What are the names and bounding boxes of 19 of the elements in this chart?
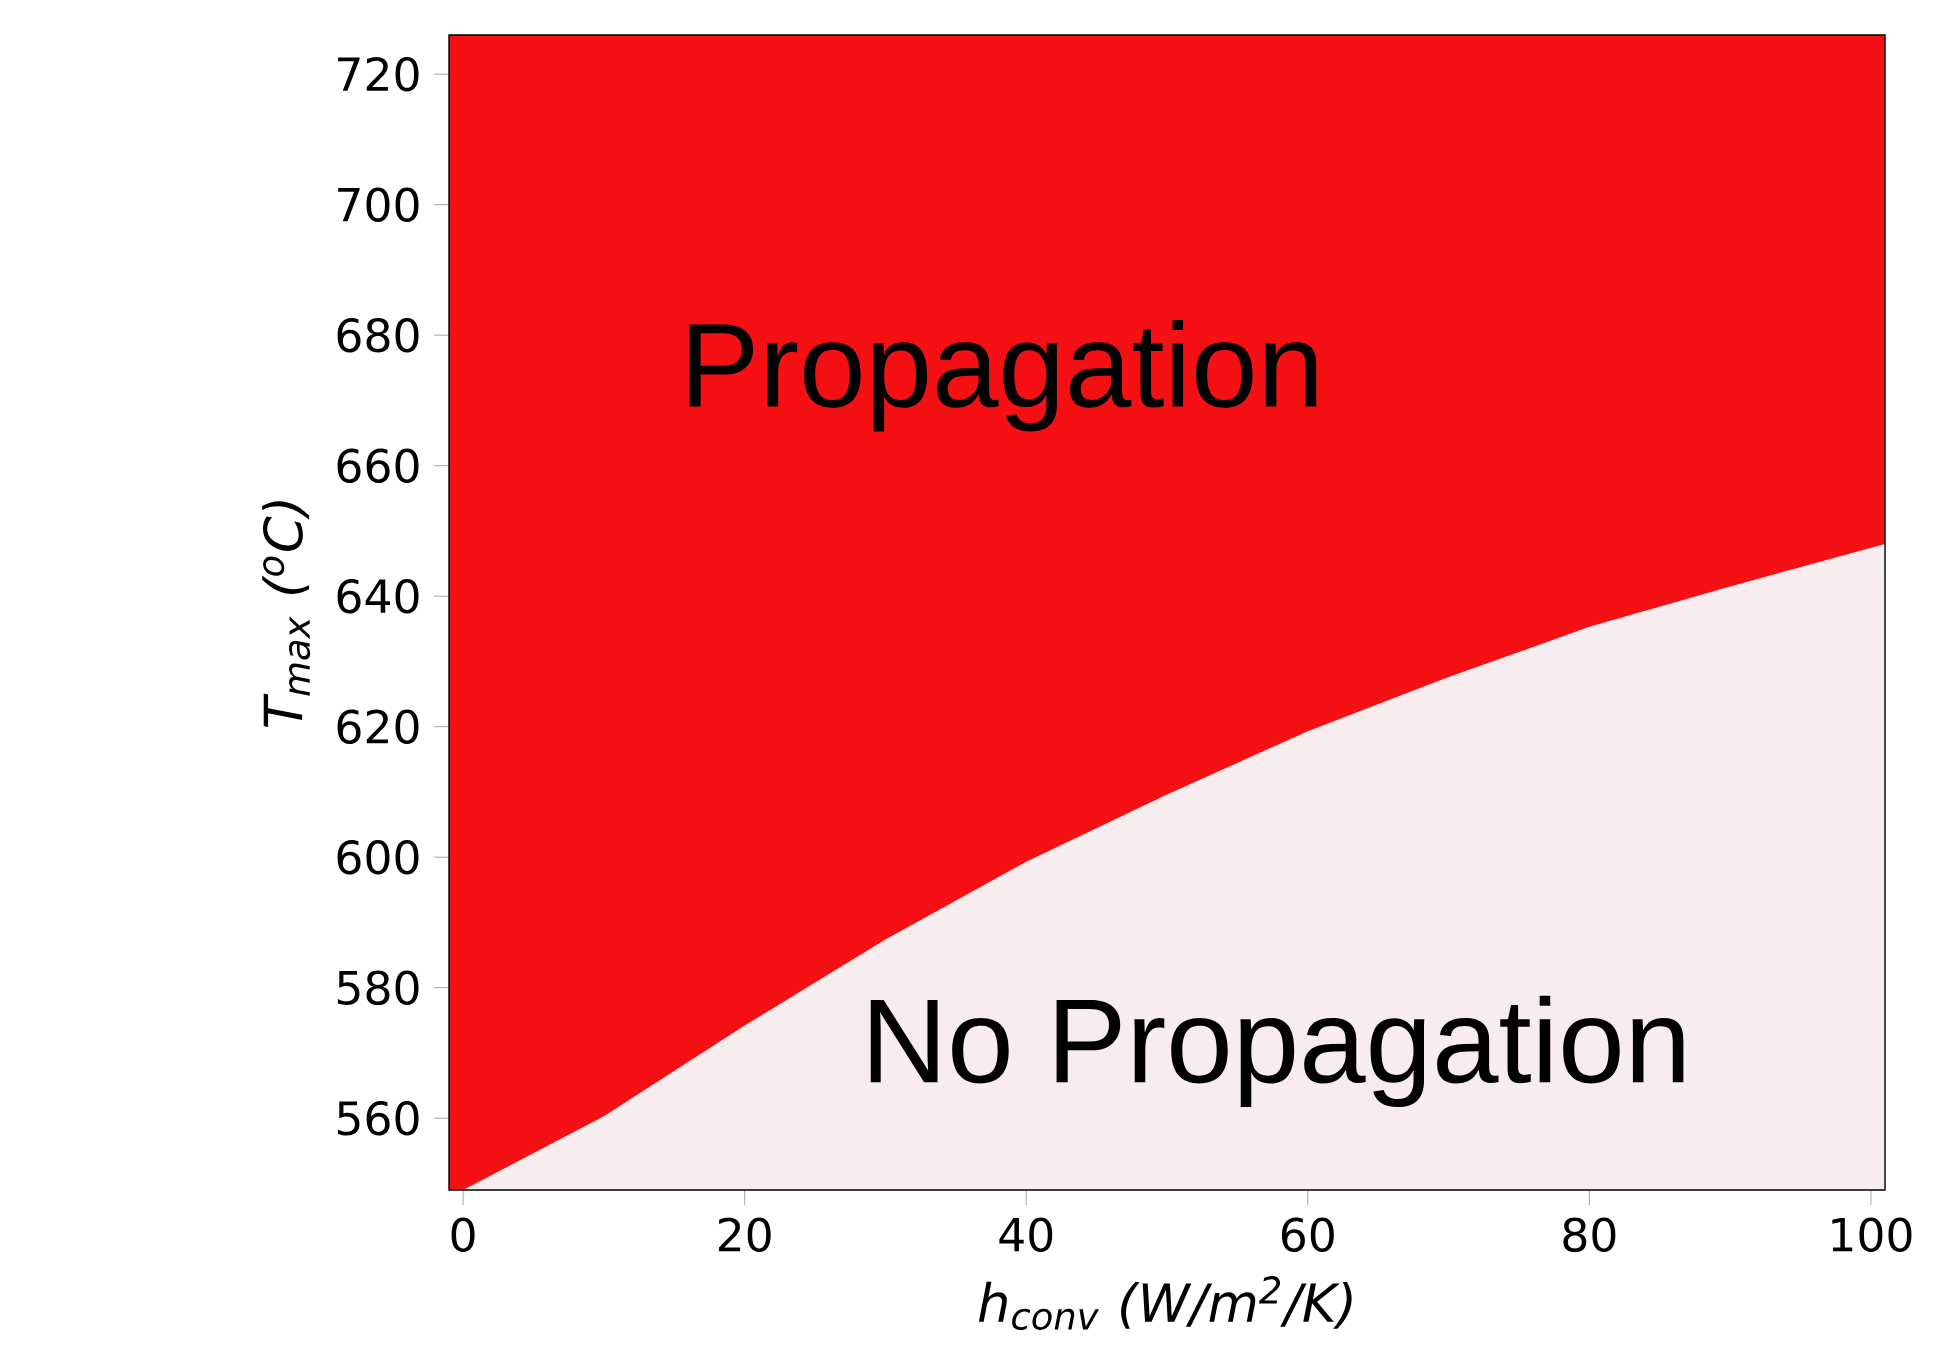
x-tick-label: 80 xyxy=(1563,1217,1616,1252)
y-tick-label: 660 xyxy=(337,448,419,483)
y-tick-label: 700 xyxy=(338,187,419,222)
x-axis-title: h$_{conv}$ (W/m$^{2}$/K) xyxy=(978,1276,1352,1330)
y-axis-title: T$_{max}$ ($^{o}$C) xyxy=(262,501,311,727)
y-tick-label: 640 xyxy=(337,578,419,614)
x-tick-label: 60 xyxy=(1281,1217,1334,1252)
x-tick-label: 100 xyxy=(1832,1217,1912,1252)
y-tick-label: 680 xyxy=(337,317,419,353)
y-tick-label: 620 xyxy=(337,709,419,744)
x-tick-label: 0 xyxy=(451,1217,475,1252)
y-tick-label: 580 xyxy=(337,970,419,1006)
y-tick-label: 720 xyxy=(338,56,419,92)
y-tick-label: 560 xyxy=(337,1100,419,1136)
annotation: Propagation xyxy=(689,320,1317,432)
x-tick-label: 40 xyxy=(999,1217,1053,1252)
y-tick-label: 600 xyxy=(337,839,419,875)
x-tick-label: 20 xyxy=(718,1217,771,1252)
annotation: No Propagation xyxy=(870,995,1684,1108)
